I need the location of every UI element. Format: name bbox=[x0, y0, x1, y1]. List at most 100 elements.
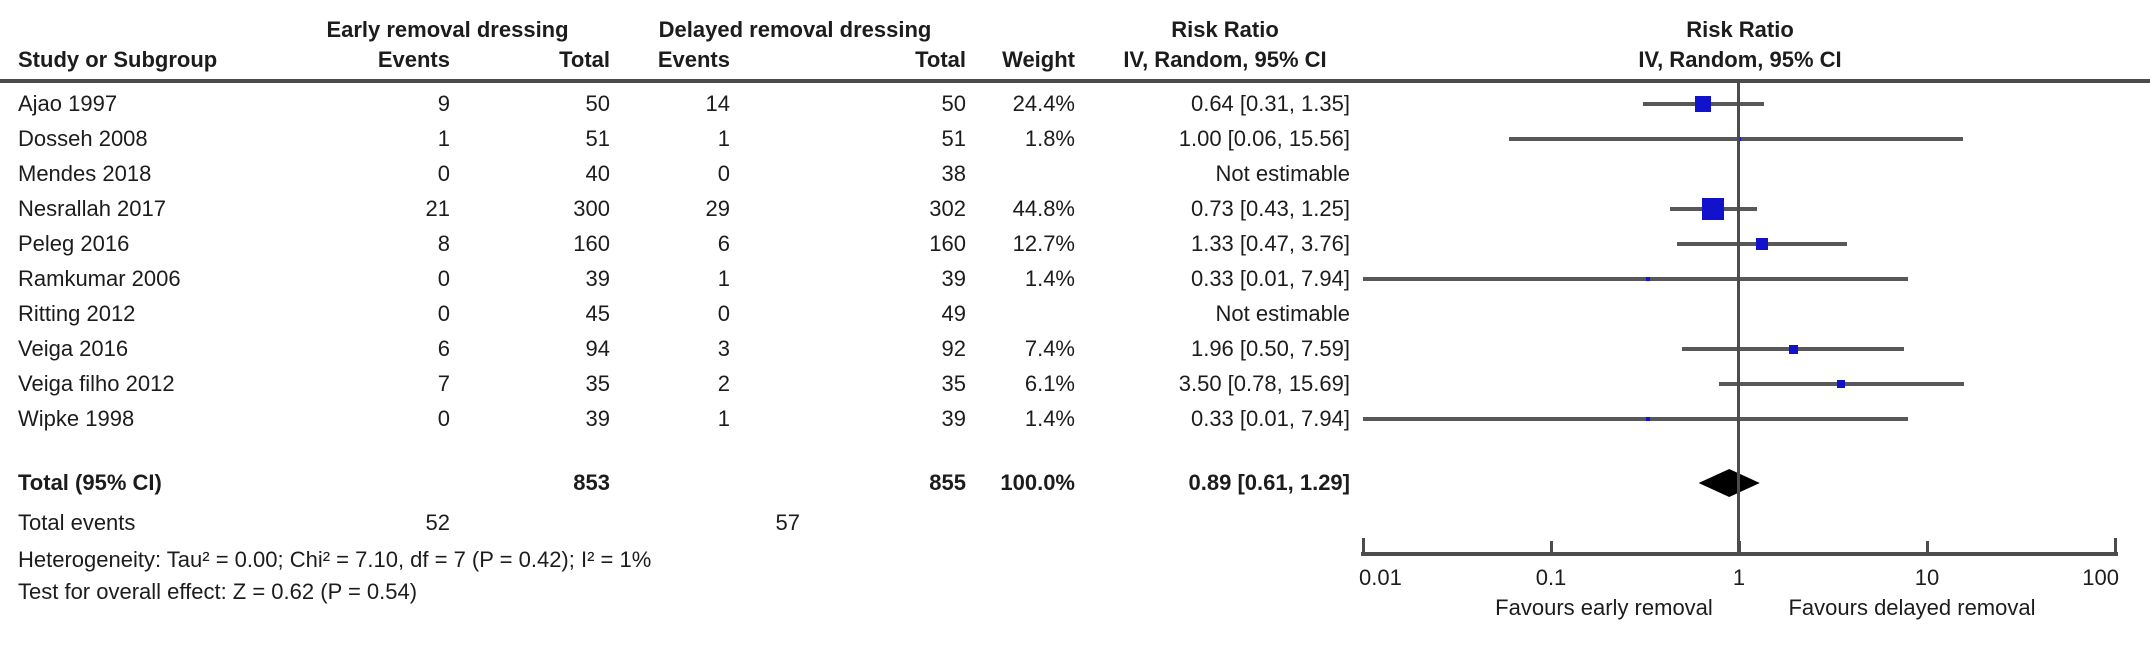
early-total-value: 300 bbox=[573, 196, 610, 221]
confidence-interval-line bbox=[1363, 277, 1909, 281]
early-events-value: 21 bbox=[425, 196, 450, 221]
null-effect-line bbox=[1737, 83, 1740, 556]
effect-size-square bbox=[1789, 344, 1799, 354]
delayed-events-value: 1 bbox=[717, 126, 730, 151]
total-early-n: 853 bbox=[573, 470, 610, 495]
early-events-value: 0 bbox=[437, 266, 450, 291]
column-early-events: Events bbox=[377, 47, 450, 72]
risk-ratio-value: Not estimable bbox=[1215, 161, 1350, 186]
effect-size-square bbox=[1756, 238, 1769, 250]
effect-size-square bbox=[1694, 96, 1711, 112]
early-events-value: 8 bbox=[437, 231, 450, 256]
delayed-events-value: 14 bbox=[705, 91, 730, 116]
delayed-total-value: 92 bbox=[941, 336, 966, 361]
early-total-value: 35 bbox=[585, 371, 610, 396]
weight-value: 44.8% bbox=[1012, 196, 1075, 221]
study-name: Peleg 2016 bbox=[18, 231, 130, 256]
x-axis-tick-label: 0.01 bbox=[1359, 565, 1402, 590]
risk-ratio-value: Not estimable bbox=[1215, 301, 1350, 326]
heterogeneity-stats: Heterogeneity: Tau² = 0.00; Chi² = 7.10,… bbox=[18, 547, 652, 572]
favours-early-label: Favours early removal bbox=[1495, 595, 1713, 620]
delayed-events-value: 3 bbox=[717, 336, 730, 361]
column-early-total: Total bbox=[559, 47, 610, 72]
early-total-value: 51 bbox=[585, 126, 610, 151]
effect-size-square bbox=[1837, 380, 1846, 388]
weight-value: 1.4% bbox=[1024, 266, 1075, 291]
column-risk-ratio-title: Risk Ratio bbox=[1171, 17, 1279, 42]
early-total-value: 45 bbox=[585, 301, 610, 326]
delayed-total-value: 39 bbox=[941, 266, 966, 291]
delayed-total-value: 38 bbox=[941, 161, 966, 186]
favours-delayed-label: Favours delayed removal bbox=[1788, 595, 2036, 620]
delayed-total-value: 35 bbox=[941, 371, 966, 396]
weight-value: 1.4% bbox=[1024, 406, 1075, 431]
total-row-label: Total (95% CI) bbox=[18, 470, 162, 495]
delayed-events-value: 1 bbox=[717, 266, 730, 291]
study-name: Ritting 2012 bbox=[18, 301, 136, 326]
x-axis-tick bbox=[1737, 541, 1741, 556]
x-axis-tick bbox=[2113, 538, 2117, 556]
header-divider-line bbox=[0, 79, 2150, 83]
weight-value: 1.8% bbox=[1024, 126, 1075, 151]
delayed-events-value: 0 bbox=[717, 301, 730, 326]
x-axis-tick-label: 1 bbox=[1732, 565, 1746, 590]
x-axis-tick-label: 10 bbox=[1914, 565, 1940, 590]
risk-ratio-value: 1.00 [0.06, 15.56] bbox=[1178, 126, 1350, 151]
column-group-early-removal: Early removal dressing bbox=[326, 17, 569, 42]
delayed-total-value: 160 bbox=[929, 231, 966, 256]
x-axis-tick bbox=[1925, 541, 1929, 556]
risk-ratio-value: 0.64 [0.31, 1.35] bbox=[1190, 91, 1350, 116]
study-name: Veiga 2016 bbox=[18, 336, 129, 361]
risk-ratio-value: 1.96 [0.50, 7.59] bbox=[1190, 336, 1350, 361]
delayed-total-value: 51 bbox=[941, 126, 966, 151]
early-events-value: 0 bbox=[437, 301, 450, 326]
confidence-interval-line bbox=[1363, 417, 1909, 421]
early-total-value: 40 bbox=[585, 161, 610, 186]
column-study-or-subgroup: Study or Subgroup bbox=[18, 47, 218, 72]
delayed-events-value: 29 bbox=[705, 196, 730, 221]
delayed-events-value: 2 bbox=[717, 371, 730, 396]
study-name: Wipke 1998 bbox=[18, 406, 135, 431]
early-events-value: 9 bbox=[437, 91, 450, 116]
risk-ratio-value: 3.50 [0.78, 15.69] bbox=[1178, 371, 1350, 396]
pooled-effect-diamond bbox=[1698, 469, 1760, 497]
delayed-total-value: 39 bbox=[941, 406, 966, 431]
plot-method-subtitle: IV, Random, 95% CI bbox=[1638, 47, 1842, 72]
early-events-value: 1 bbox=[437, 126, 450, 151]
column-method: IV, Random, 95% CI bbox=[1123, 47, 1327, 72]
delayed-total-value: 49 bbox=[941, 301, 966, 326]
early-events-value: 0 bbox=[437, 406, 450, 431]
overall-effect-test: Test for overall effect: Z = 0.62 (P = 0… bbox=[18, 579, 418, 604]
delayed-total-value: 302 bbox=[929, 196, 966, 221]
early-events-value: 6 bbox=[437, 336, 450, 361]
early-total-value: 160 bbox=[573, 231, 610, 256]
weight-value: 24.4% bbox=[1012, 91, 1075, 116]
early-total-value: 50 bbox=[585, 91, 610, 116]
weight-value: 7.4% bbox=[1024, 336, 1075, 361]
confidence-interval-line bbox=[1509, 137, 1964, 141]
plot-risk-ratio-title: Risk Ratio bbox=[1686, 17, 1794, 42]
total-events-delayed: 57 bbox=[775, 510, 800, 535]
column-delayed-total: Total bbox=[915, 47, 966, 72]
total-weight: 100.0% bbox=[1000, 470, 1075, 495]
x-axis-tick-label: 100 bbox=[2082, 565, 2119, 590]
x-axis-tick bbox=[1361, 538, 1365, 556]
total-risk-ratio: 0.89 [0.61, 1.29] bbox=[1188, 470, 1350, 495]
risk-ratio-value: 0.73 [0.43, 1.25] bbox=[1190, 196, 1350, 221]
column-group-delayed-removal: Delayed removal dressing bbox=[658, 17, 932, 42]
x-axis-tick-label: 0.1 bbox=[1535, 565, 1567, 590]
total-events-label: Total events bbox=[18, 510, 136, 535]
early-events-value: 0 bbox=[437, 161, 450, 186]
risk-ratio-value: 0.33 [0.01, 7.94] bbox=[1190, 266, 1350, 291]
study-name: Nesrallah 2017 bbox=[18, 196, 166, 221]
early-events-value: 7 bbox=[437, 371, 450, 396]
risk-ratio-value: 0.33 [0.01, 7.94] bbox=[1190, 406, 1350, 431]
x-axis-tick bbox=[1549, 541, 1553, 556]
risk-ratio-value: 1.33 [0.47, 3.76] bbox=[1190, 231, 1350, 256]
total-delayed-n: 855 bbox=[929, 470, 966, 495]
weight-value: 12.7% bbox=[1012, 231, 1075, 256]
column-delayed-events: Events bbox=[657, 47, 730, 72]
early-total-value: 39 bbox=[585, 406, 610, 431]
study-name: Ajao 1997 bbox=[18, 91, 118, 116]
